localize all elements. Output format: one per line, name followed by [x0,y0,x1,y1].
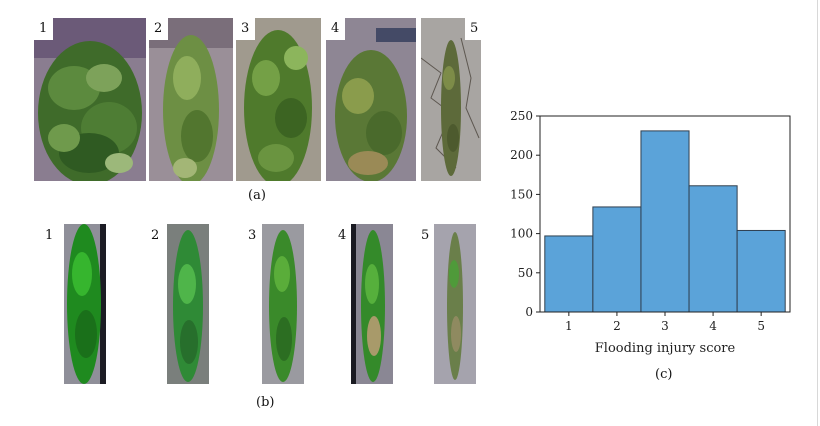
y-tick-label: 50 [518,266,533,280]
flooding-score-histogram: 0 50 100 150 200 250 1 2 3 4 5 Flooding injury sc… [510,109,791,356]
panel-c-caption: (c) [655,367,673,382]
x-tick-label: 2 [613,319,621,333]
field-photo-3 [236,18,321,181]
y-tick-label: 100 [510,227,533,241]
histogram-bar-5 [736,229,786,313]
panel-a-caption: (a) [248,188,266,203]
panel-b-caption: (b) [256,395,275,410]
right-border-line [817,0,818,426]
strip-label-5: 5 [421,228,430,243]
strip-label-4: 4 [338,228,347,243]
strip-label-3: 3 [248,228,257,243]
field-photo-1 [34,18,146,181]
histogram-bar-4 [688,185,738,313]
field-photo-5 [421,18,481,181]
x-tick-label: 1 [565,319,573,333]
photo-label-5: 5 [465,18,485,40]
y-tick-label: 250 [510,109,533,123]
y-tick-label: 0 [525,305,533,319]
y-tick-label: 200 [510,148,533,162]
field-photo-2 [149,18,233,181]
photo-label-3: 3 [236,18,256,40]
photo-label-2: 2 [149,18,169,40]
x-axis-label: Flooding injury score [595,341,736,356]
drone-strip-1 [64,224,106,384]
drone-strip-3 [262,224,304,384]
strip-label-1: 1 [45,228,54,243]
drone-strip-4 [351,224,393,384]
histogram-bar-2 [592,206,642,313]
strip-label-2: 2 [151,228,160,243]
histogram-bar-1 [544,235,594,313]
photo-label-4: 4 [326,18,346,40]
x-tick-label: 3 [661,319,669,333]
photo-label-1: 1 [34,18,54,40]
x-tick-label: 5 [757,319,765,333]
y-tick-label: 150 [510,187,533,201]
histogram-bar-3 [640,130,690,313]
drone-strip-2 [167,224,209,384]
x-tick-label: 4 [709,319,717,333]
field-photo-4 [326,18,416,181]
drone-strip-5 [434,224,476,384]
